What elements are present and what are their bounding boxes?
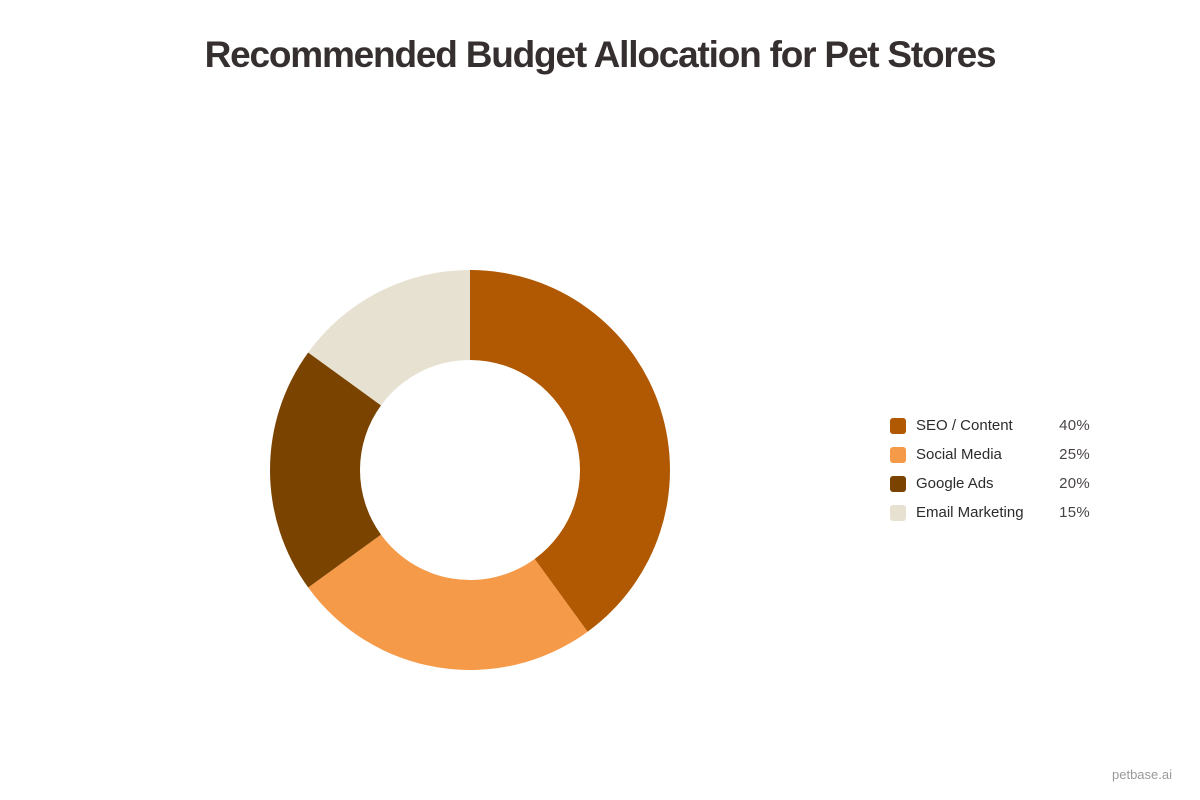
legend-swatch <box>890 446 906 463</box>
legend-label: Social Media <box>916 446 1002 463</box>
donut-chart-svg <box>270 270 670 670</box>
donut-segment-google-ads <box>270 352 382 588</box>
donut-chart <box>270 270 670 670</box>
legend-value: 20% <box>1059 475 1090 492</box>
legend-label: Email Marketing <box>916 504 1024 521</box>
donut-segment-social-media <box>308 534 588 670</box>
legend-swatch <box>890 504 906 521</box>
legend-label: Google Ads <box>916 475 994 492</box>
legend-item-google-ads: Google Ads 20% <box>890 469 1090 498</box>
chart-title: Recommended Budget Allocation for Pet St… <box>204 34 997 75</box>
watermark: petbase.ai <box>1112 767 1172 782</box>
legend-item-social-media: Social Media 25% <box>890 440 1090 469</box>
chart-legend: SEO / Content 40% Social Media 25% Googl… <box>890 411 1090 527</box>
legend-value: 25% <box>1059 446 1090 463</box>
legend-swatch <box>890 417 906 434</box>
legend-value: 40% <box>1059 417 1090 434</box>
legend-value: 15% <box>1059 504 1090 521</box>
legend-item-email-marketing: Email Marketing 15% <box>890 498 1090 527</box>
donut-segment-email-marketing <box>308 270 470 406</box>
legend-swatch <box>890 475 906 492</box>
legend-item-seo-content: SEO / Content 40% <box>890 411 1090 440</box>
donut-segment-seo-content <box>470 270 670 632</box>
legend-label: SEO / Content <box>916 417 1013 434</box>
